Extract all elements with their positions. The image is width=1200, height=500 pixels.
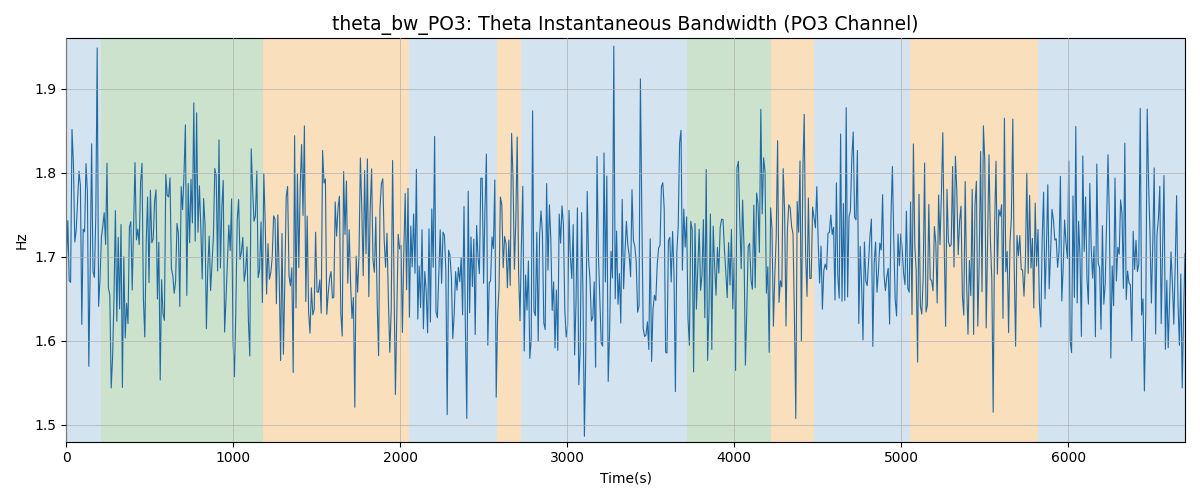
Bar	[264, 38, 409, 442]
Y-axis label: Hz: Hz	[16, 231, 29, 249]
Title: theta_bw_PO3: Theta Instantaneous Bandwidth (PO3 Channel): theta_bw_PO3: Theta Instantaneous Bandwi…	[332, 15, 919, 35]
Bar	[409, 38, 497, 442]
Bar	[770, 38, 815, 442]
Bar	[521, 38, 688, 442]
Bar	[66, 38, 102, 442]
Bar	[1038, 38, 1186, 442]
Bar	[688, 38, 770, 442]
Bar	[910, 38, 1038, 442]
Bar	[815, 38, 910, 442]
Bar	[497, 38, 521, 442]
X-axis label: Time(s): Time(s)	[600, 471, 652, 485]
Bar	[102, 38, 264, 442]
